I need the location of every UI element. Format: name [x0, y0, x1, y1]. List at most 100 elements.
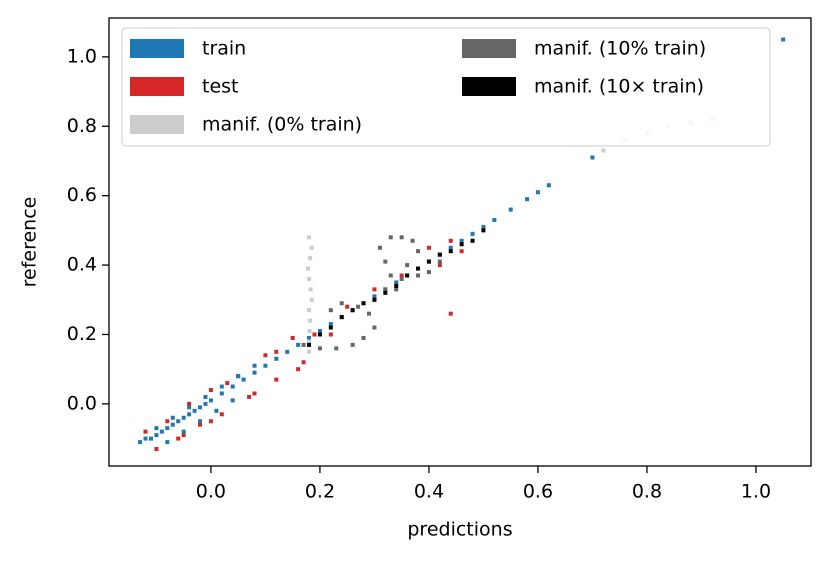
data-point	[356, 304, 361, 309]
data-point	[399, 235, 404, 240]
data-point	[437, 259, 442, 264]
data-point	[339, 301, 344, 306]
data-point	[383, 290, 388, 295]
data-point	[252, 391, 257, 396]
data-point	[437, 263, 442, 268]
legend-swatch	[130, 115, 184, 134]
data-point	[307, 349, 312, 354]
data-point	[372, 325, 377, 330]
y-tick-label: 0.0	[67, 392, 97, 414]
data-point	[187, 405, 192, 410]
data-point	[590, 155, 595, 160]
data-point	[307, 308, 312, 313]
data-point	[181, 429, 186, 434]
data-point	[203, 401, 208, 406]
x-tick-label: 0.0	[196, 481, 226, 503]
y-tick-label: 1.0	[67, 45, 97, 67]
data-point	[388, 273, 393, 278]
data-point	[290, 335, 295, 340]
data-point	[148, 436, 153, 441]
data-point	[305, 266, 310, 271]
data-point	[334, 346, 339, 351]
data-point	[405, 263, 410, 268]
legend-swatch	[462, 77, 516, 96]
data-point	[263, 353, 268, 358]
data-point	[546, 183, 551, 188]
data-point	[339, 315, 344, 320]
y-tick-label: 0.8	[67, 115, 97, 137]
data-point	[198, 422, 203, 427]
y-axis-label: reference	[19, 197, 41, 288]
data-point	[247, 394, 252, 399]
legend-frame	[121, 27, 771, 147]
data-point	[236, 374, 241, 379]
data-point	[307, 276, 312, 281]
data-point	[181, 415, 186, 420]
data-point	[328, 308, 333, 313]
data-point	[219, 391, 224, 396]
data-point	[159, 429, 164, 434]
data-point	[383, 259, 388, 264]
data-point	[535, 190, 540, 195]
data-point	[448, 311, 453, 316]
data-point	[399, 276, 404, 281]
data-point	[198, 419, 203, 424]
data-point	[143, 436, 148, 441]
x-axis-label: predictions	[407, 519, 512, 541]
data-point	[350, 308, 355, 313]
data-point	[481, 228, 486, 233]
data-point	[470, 231, 475, 236]
data-point	[170, 422, 175, 427]
data-point	[285, 349, 290, 354]
data-point	[383, 287, 388, 292]
x-tick-label: 0.4	[414, 481, 444, 503]
data-point	[301, 360, 306, 365]
data-point	[274, 377, 279, 382]
legend-swatch	[462, 39, 516, 58]
data-point	[394, 287, 399, 292]
data-point	[208, 398, 213, 403]
data-point	[361, 301, 366, 306]
data-point	[198, 405, 203, 410]
data-point	[263, 363, 268, 368]
data-point	[241, 377, 246, 382]
data-point	[377, 245, 382, 250]
data-point	[307, 335, 312, 340]
data-point	[448, 238, 453, 243]
x-tick-label: 1.0	[741, 481, 771, 503]
data-point	[309, 245, 314, 250]
data-point	[176, 419, 181, 424]
data-point	[225, 381, 230, 386]
data-point	[394, 280, 399, 285]
data-point	[416, 273, 421, 278]
data-point	[372, 294, 377, 299]
data-point	[308, 318, 313, 323]
data-point	[154, 426, 159, 431]
data-point	[416, 249, 421, 254]
data-point	[426, 259, 431, 264]
data-point	[328, 325, 333, 330]
data-point	[317, 332, 322, 337]
data-point	[459, 242, 464, 247]
data-point	[781, 37, 786, 42]
data-point	[154, 446, 159, 451]
data-point	[410, 238, 415, 243]
data-point	[470, 238, 475, 243]
data-point	[394, 283, 399, 288]
x-tick-label: 0.6	[523, 481, 553, 503]
data-point	[219, 384, 224, 389]
legend-swatch	[130, 77, 184, 96]
data-point	[165, 440, 170, 445]
data-point	[345, 304, 350, 309]
data-point	[252, 363, 257, 368]
data-point	[219, 412, 224, 417]
data-point	[459, 249, 464, 254]
legend-label: train	[202, 38, 246, 60]
data-point	[230, 384, 235, 389]
data-point	[328, 332, 333, 337]
legend: train test manif. (0% train) manif. (10% tr…	[121, 27, 771, 147]
data-point	[366, 311, 371, 316]
data-point	[308, 287, 313, 292]
data-point	[214, 408, 219, 413]
data-point	[187, 401, 192, 406]
